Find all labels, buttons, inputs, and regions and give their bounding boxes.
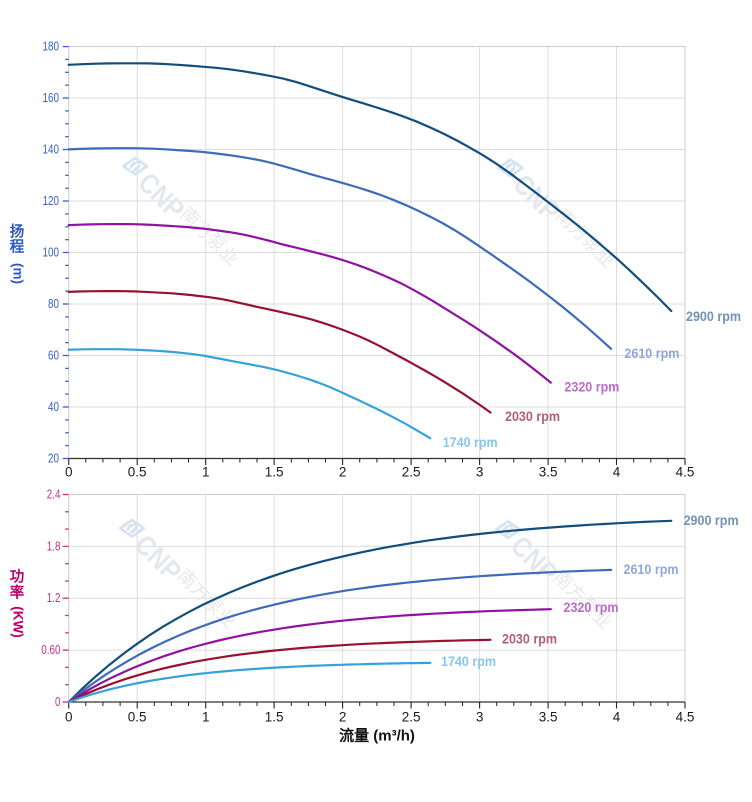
svg-text:2.4: 2.4 xyxy=(47,488,61,502)
svg-text:2030 rpm: 2030 rpm xyxy=(502,631,557,647)
svg-text:80: 80 xyxy=(48,297,59,311)
svg-text:1: 1 xyxy=(202,465,210,480)
svg-text:率: 率 xyxy=(10,584,25,602)
svg-text:流量 (m³/h): 流量 (m³/h) xyxy=(339,727,415,745)
svg-text:(m): (m) xyxy=(11,263,26,284)
svg-text:100: 100 xyxy=(43,246,60,260)
svg-text:2.5: 2.5 xyxy=(402,710,421,725)
svg-text:4: 4 xyxy=(613,465,621,480)
svg-text:0.60: 0.60 xyxy=(41,643,60,657)
svg-text:2: 2 xyxy=(339,465,347,480)
svg-text:1.2: 1.2 xyxy=(47,591,61,605)
svg-text:2320 rpm: 2320 rpm xyxy=(564,599,619,615)
svg-text:0.5: 0.5 xyxy=(128,465,147,480)
svg-text:1.8: 1.8 xyxy=(47,539,61,553)
svg-text:4.5: 4.5 xyxy=(676,465,695,480)
svg-text:2: 2 xyxy=(339,710,347,725)
svg-text:2900 rpm: 2900 rpm xyxy=(684,512,739,528)
svg-text:120: 120 xyxy=(43,194,60,208)
svg-text:2900 rpm: 2900 rpm xyxy=(686,308,741,324)
svg-text:2320 rpm: 2320 rpm xyxy=(564,379,619,395)
svg-text:0: 0 xyxy=(65,710,73,725)
svg-text:20: 20 xyxy=(48,452,59,466)
svg-text:(KW): (KW) xyxy=(11,606,26,637)
svg-text:180: 180 xyxy=(43,40,60,54)
svg-text:1: 1 xyxy=(202,710,210,725)
svg-text:扬: 扬 xyxy=(10,223,25,241)
svg-text:1740 rpm: 1740 rpm xyxy=(443,434,498,450)
svg-text:0: 0 xyxy=(65,465,73,480)
svg-text:3: 3 xyxy=(476,710,484,725)
svg-text:160: 160 xyxy=(43,91,60,105)
svg-text:1.5: 1.5 xyxy=(265,710,284,725)
svg-text:2.5: 2.5 xyxy=(402,465,421,480)
svg-text:程: 程 xyxy=(10,239,25,256)
svg-text:1740 rpm: 1740 rpm xyxy=(441,653,496,669)
svg-text:4: 4 xyxy=(613,710,621,725)
svg-text:0.5: 0.5 xyxy=(128,710,147,725)
svg-text:2610 rpm: 2610 rpm xyxy=(624,345,679,361)
svg-text:功: 功 xyxy=(10,569,25,586)
svg-text:3: 3 xyxy=(476,465,484,480)
svg-text:3.5: 3.5 xyxy=(539,710,558,725)
svg-text:2610 rpm: 2610 rpm xyxy=(624,561,679,577)
svg-text:4.5: 4.5 xyxy=(676,710,695,725)
svg-text:0: 0 xyxy=(55,695,61,709)
svg-text:40: 40 xyxy=(48,400,59,414)
svg-text:1.5: 1.5 xyxy=(265,465,284,480)
svg-text:2030 rpm: 2030 rpm xyxy=(505,408,560,424)
svg-text:3.5: 3.5 xyxy=(539,465,558,480)
svg-text:60: 60 xyxy=(48,349,59,363)
svg-text:140: 140 xyxy=(43,143,60,157)
